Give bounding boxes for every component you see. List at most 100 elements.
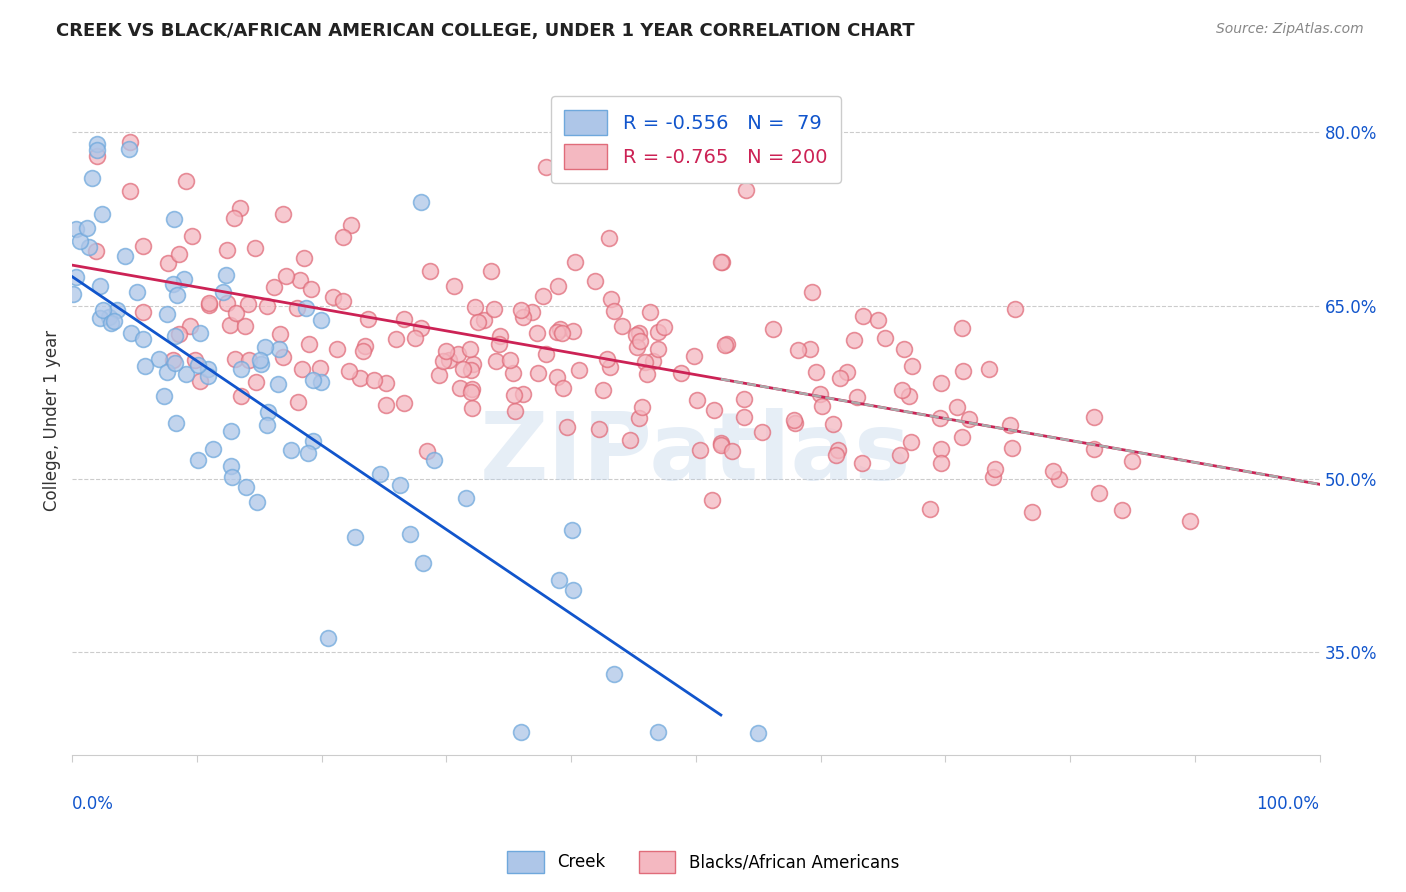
Point [416,443,439,458]
Point [166,287,188,301]
Point [897,389,920,403]
Text: ZIPatlas: ZIPatlas [481,409,911,500]
Point [437,352,460,367]
Point [827,443,849,458]
Point [267,377,290,392]
Point [456,491,478,505]
Point [714,337,737,351]
Point [689,443,711,458]
Point [222,211,245,225]
Point [599,359,621,374]
Point [224,351,246,366]
Point [169,247,191,261]
Point [197,298,219,312]
Point [808,386,831,401]
Point [297,445,319,459]
Point [105,302,128,317]
Point [1083,442,1105,456]
Point [291,361,314,376]
Point [235,480,257,494]
Point [634,355,657,369]
Legend: Creek, Blacks/African Americans: Creek, Blacks/African Americans [501,845,905,880]
Point [62,287,84,301]
Point [432,354,454,368]
Point [640,305,662,319]
Point [533,289,555,303]
Point [184,353,207,368]
Point [271,207,294,221]
Point [592,383,614,397]
Point [65,270,87,285]
Point [332,230,354,244]
Point [564,255,586,269]
Point [546,326,568,340]
Point [527,366,550,380]
Point [671,366,693,380]
Point [250,357,273,371]
Point [845,390,868,404]
Point [69,235,91,249]
Point [219,424,242,438]
Point [162,353,184,368]
Point [412,557,434,571]
Point [628,334,651,348]
Point [458,342,481,356]
Point [173,271,195,285]
Point [931,456,953,470]
Point [443,279,465,293]
Point [249,352,271,367]
Point [302,373,325,387]
Point [929,376,952,391]
Point [180,228,202,243]
Point [394,396,416,410]
Point [309,313,332,327]
Point [246,495,269,509]
Point [245,375,267,389]
Point [482,301,505,316]
Point [309,376,332,390]
Point [389,478,412,492]
Point [619,434,641,448]
Point [546,370,568,384]
Point [219,318,242,332]
Point [148,351,170,366]
Point [219,458,242,473]
Point [512,387,534,401]
Point [163,356,186,370]
Point [165,416,187,430]
Point [720,443,742,458]
Point [548,322,571,336]
Point [229,389,252,403]
Point [201,442,224,456]
Point [624,328,647,343]
Point [900,435,922,450]
Point [280,443,302,458]
Point [636,367,658,381]
Point [65,222,87,236]
Point [384,332,406,346]
Point [852,309,875,323]
Point [409,320,432,334]
Point [120,184,142,198]
Point [267,342,290,356]
Point [467,315,489,329]
Point [596,352,619,367]
Point [555,420,578,434]
Point [120,136,142,150]
Point [472,313,495,327]
Point [823,417,845,432]
Point [603,304,626,318]
Point [900,359,922,374]
Point [176,174,198,188]
Point [343,531,366,545]
Point [583,274,606,288]
Point [98,310,121,325]
Point [285,301,308,315]
Point [512,310,534,324]
Point [626,340,648,354]
Point [132,305,155,319]
Point [308,361,330,376]
Point [340,218,363,232]
Point [460,385,482,400]
Point [627,411,650,425]
